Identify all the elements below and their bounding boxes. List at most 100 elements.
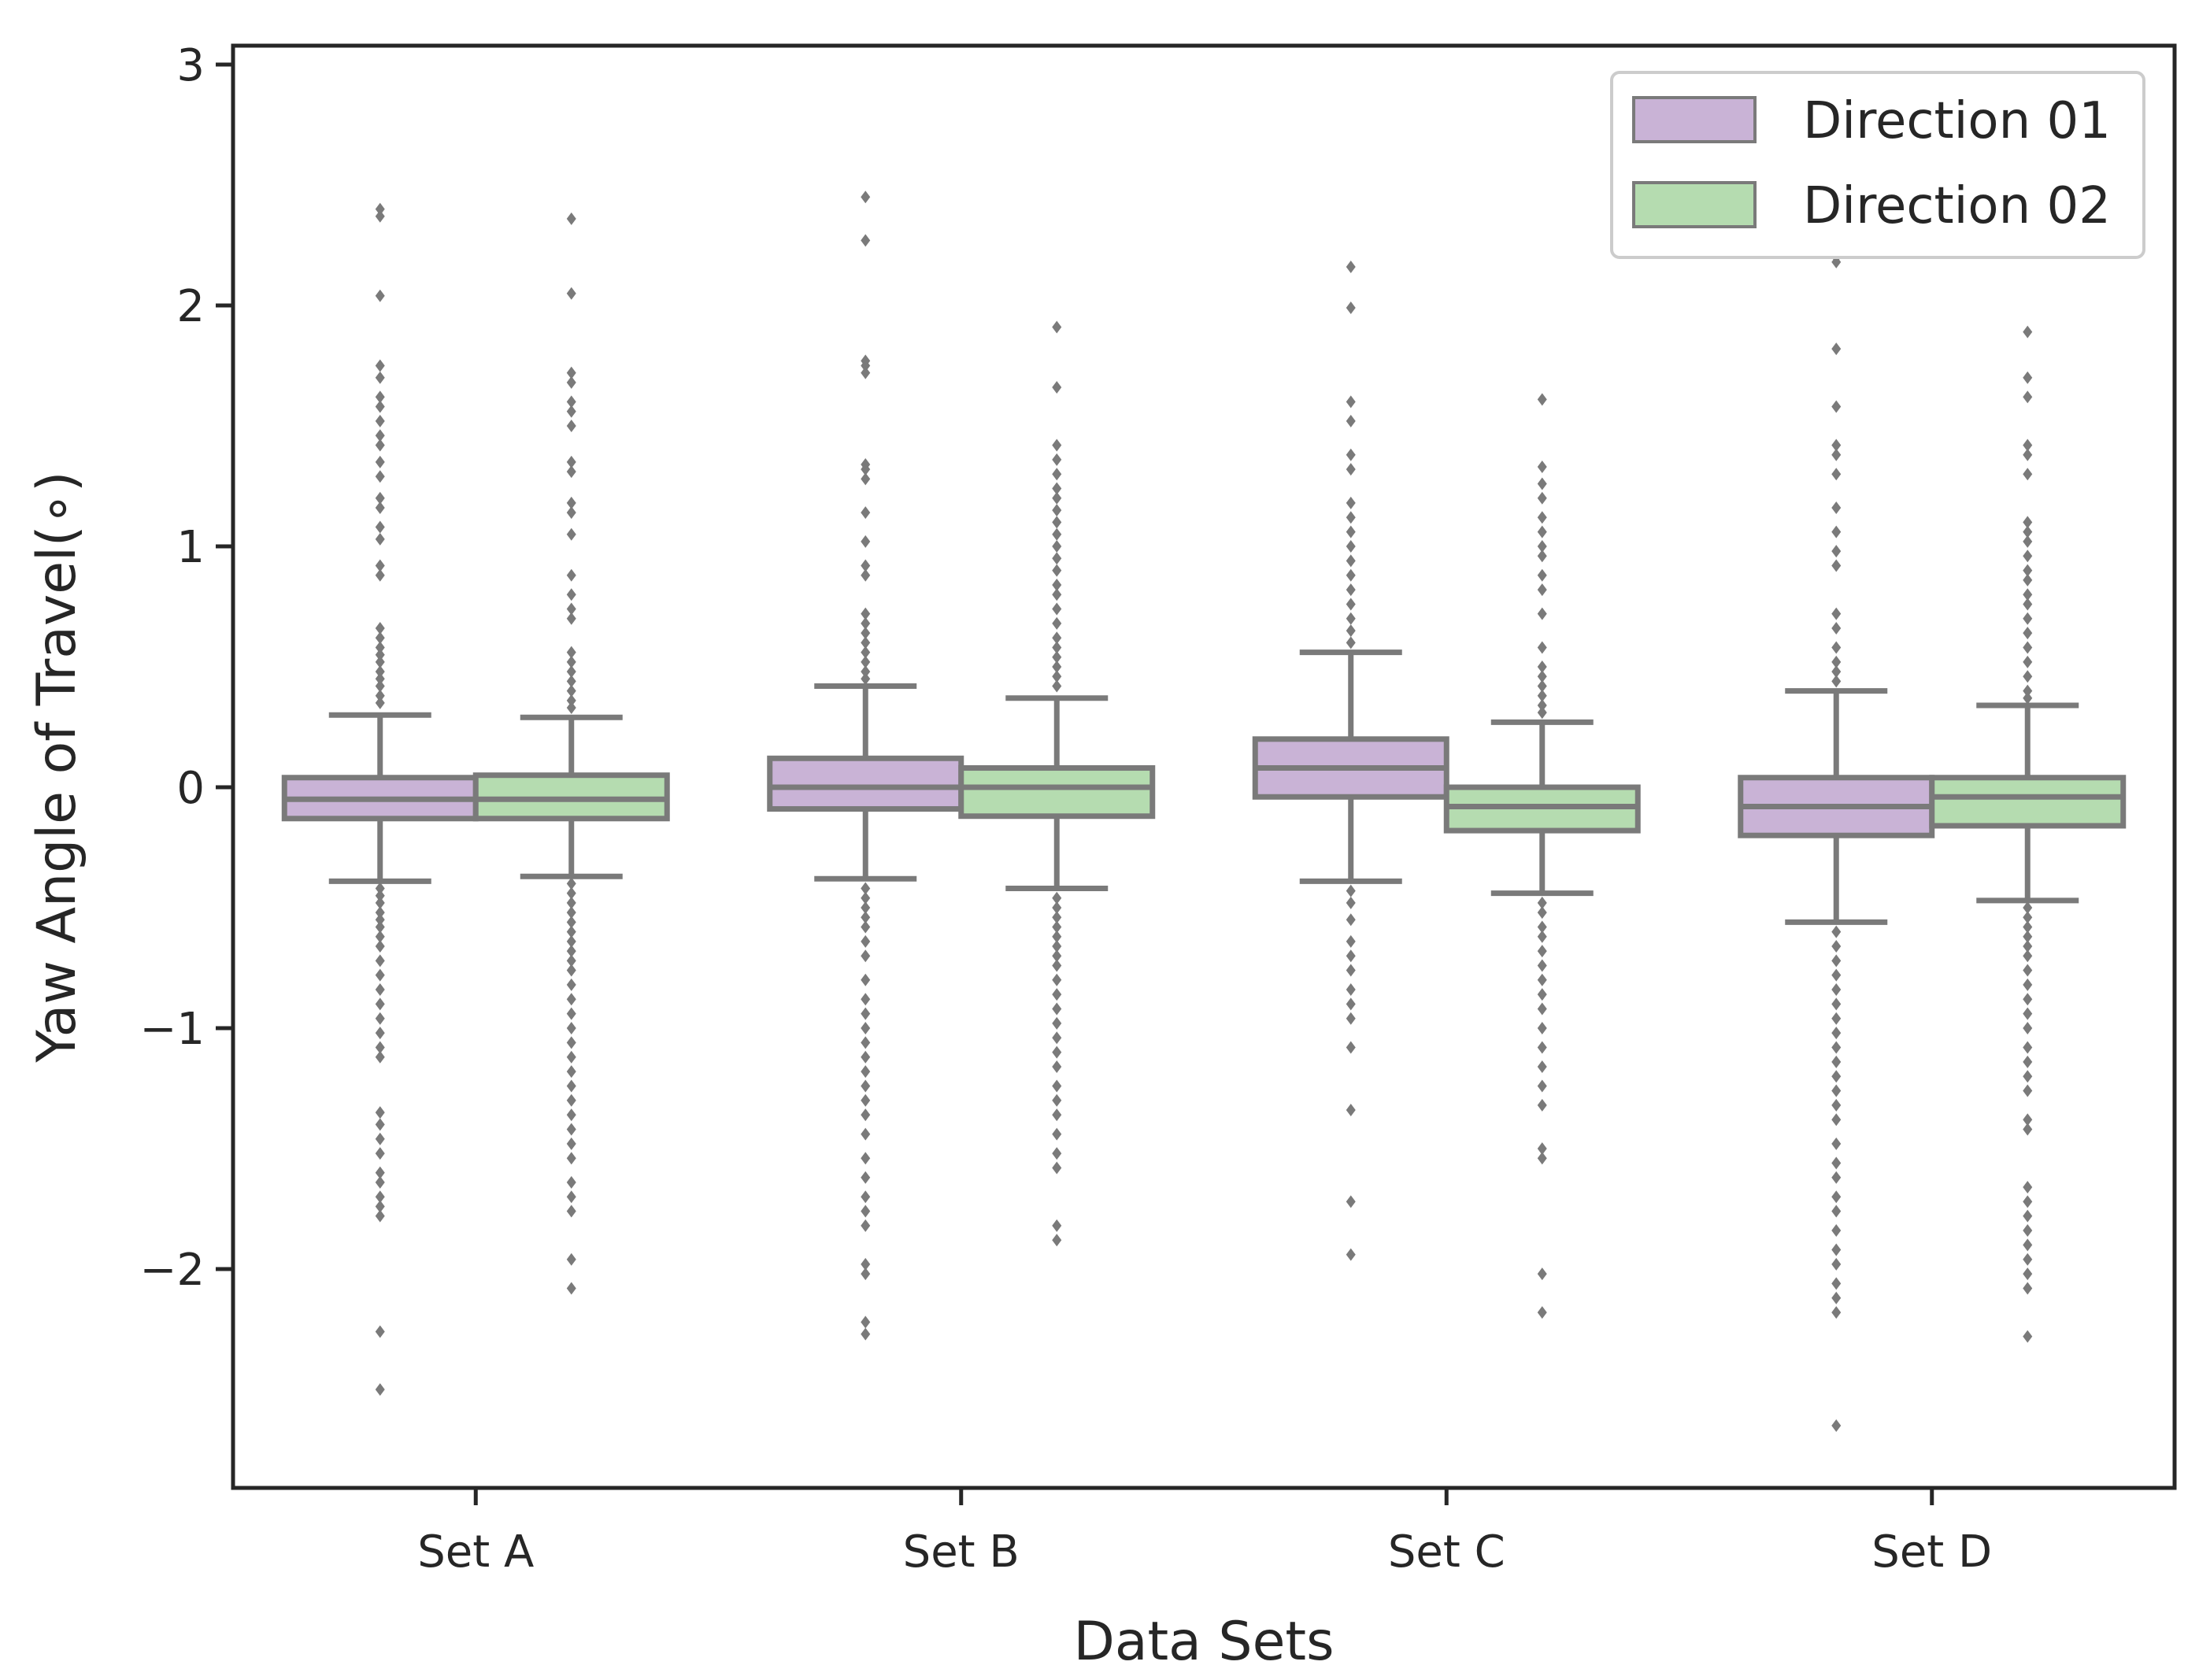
flier-point — [375, 689, 385, 702]
flier-point — [1831, 1277, 1842, 1290]
flier-point — [1537, 973, 1547, 986]
flier-point — [2023, 588, 2033, 601]
flier-point — [861, 1190, 871, 1204]
flier-point — [1346, 583, 1356, 597]
flier-point — [375, 968, 385, 982]
flier-point — [1052, 930, 1062, 943]
flier-point — [861, 559, 871, 572]
flier-point — [375, 920, 385, 934]
flier-point — [2023, 1007, 2033, 1020]
flier-point — [1346, 636, 1356, 649]
flier-point — [1537, 706, 1547, 720]
flier-point — [1537, 477, 1547, 490]
flier-point — [1052, 1016, 1062, 1030]
flier-point — [1346, 1195, 1356, 1208]
flier-point — [2023, 612, 2033, 625]
flier-point — [566, 1204, 576, 1218]
flier-point — [1052, 661, 1062, 673]
flier-point — [1346, 1104, 1356, 1117]
flier-point — [861, 234, 871, 247]
legend-swatch-direction-02 — [1632, 181, 1757, 228]
flier-point — [2023, 691, 2033, 705]
flier-point — [2023, 993, 2033, 1006]
flier-point — [1346, 913, 1356, 927]
flier-point — [375, 390, 385, 404]
flier-point — [1831, 1156, 1842, 1170]
flier-point — [1831, 1419, 1842, 1432]
flier-point — [1052, 468, 1062, 481]
flier-point — [861, 535, 871, 548]
flier-point — [1052, 1045, 1062, 1059]
flier-point — [861, 973, 871, 986]
flier-point — [1052, 901, 1062, 914]
flier-point — [1831, 641, 1842, 654]
flier-point — [2023, 1041, 2033, 1054]
flier-point — [1052, 1002, 1062, 1016]
flier-point — [1831, 1070, 1842, 1083]
flier-point — [1831, 545, 1842, 558]
flier-point — [566, 602, 576, 616]
flier-point — [861, 911, 871, 924]
flier-point — [566, 376, 576, 389]
flier-point — [1346, 997, 1356, 1011]
flier-point — [566, 1123, 576, 1136]
flier-point — [1052, 320, 1062, 334]
x-tick-label: Set B — [903, 1526, 1020, 1578]
flier-point — [566, 1190, 576, 1204]
flier-point — [861, 1007, 871, 1020]
flier-point — [1537, 920, 1547, 934]
flier-point — [375, 400, 385, 413]
flier-point — [1052, 491, 1062, 505]
flier-point — [1831, 559, 1842, 572]
flier-point — [375, 665, 385, 679]
flier-point — [1537, 491, 1547, 505]
flier-point — [861, 901, 871, 914]
flier-point — [861, 1036, 871, 1049]
flier-point — [1537, 1142, 1547, 1155]
flier-point — [2023, 325, 2033, 339]
flier-point — [1831, 655, 1842, 668]
x-tick-label: Set D — [1871, 1526, 1992, 1578]
flier-point — [375, 1166, 385, 1179]
flier-point — [1537, 641, 1547, 654]
box-direction-01-0 — [281, 202, 479, 1396]
flier-point — [1052, 1060, 1062, 1073]
flier-point — [1346, 525, 1356, 538]
flier-point — [1052, 920, 1062, 934]
flier-point — [2023, 1055, 2033, 1068]
flier-point — [2023, 670, 2033, 683]
flier-point — [566, 1108, 576, 1122]
flier-point — [861, 1065, 871, 1079]
flier-point — [375, 1050, 385, 1064]
flier-point — [861, 891, 871, 905]
flier-point — [1831, 607, 1842, 620]
flier-point — [375, 520, 385, 534]
flier-point — [566, 1079, 576, 1093]
flier-point — [566, 395, 576, 409]
flier-point — [861, 1022, 871, 1034]
flier-point — [375, 672, 385, 686]
flier-point — [1052, 911, 1062, 924]
flier-point — [1052, 641, 1062, 654]
flier-point — [566, 906, 576, 920]
flier-point — [375, 696, 385, 709]
flier-point — [566, 212, 576, 225]
flier-point — [375, 882, 385, 895]
flier-point — [566, 896, 576, 909]
flier-point — [375, 1147, 385, 1160]
flier-point — [1831, 622, 1842, 635]
flier-point — [1052, 540, 1062, 553]
flier-point — [375, 913, 385, 927]
flier-point — [375, 1027, 385, 1040]
box-direction-02-3 — [1929, 325, 2127, 1343]
flier-point — [1052, 616, 1062, 630]
flier-point — [861, 1257, 871, 1271]
flier-point — [566, 568, 576, 582]
flier-point — [1346, 463, 1356, 476]
flier-point — [566, 366, 576, 379]
flier-point — [1831, 448, 1842, 461]
flier-point — [1052, 650, 1062, 664]
flier-point — [1537, 1041, 1547, 1054]
flier-point — [1346, 1041, 1356, 1054]
